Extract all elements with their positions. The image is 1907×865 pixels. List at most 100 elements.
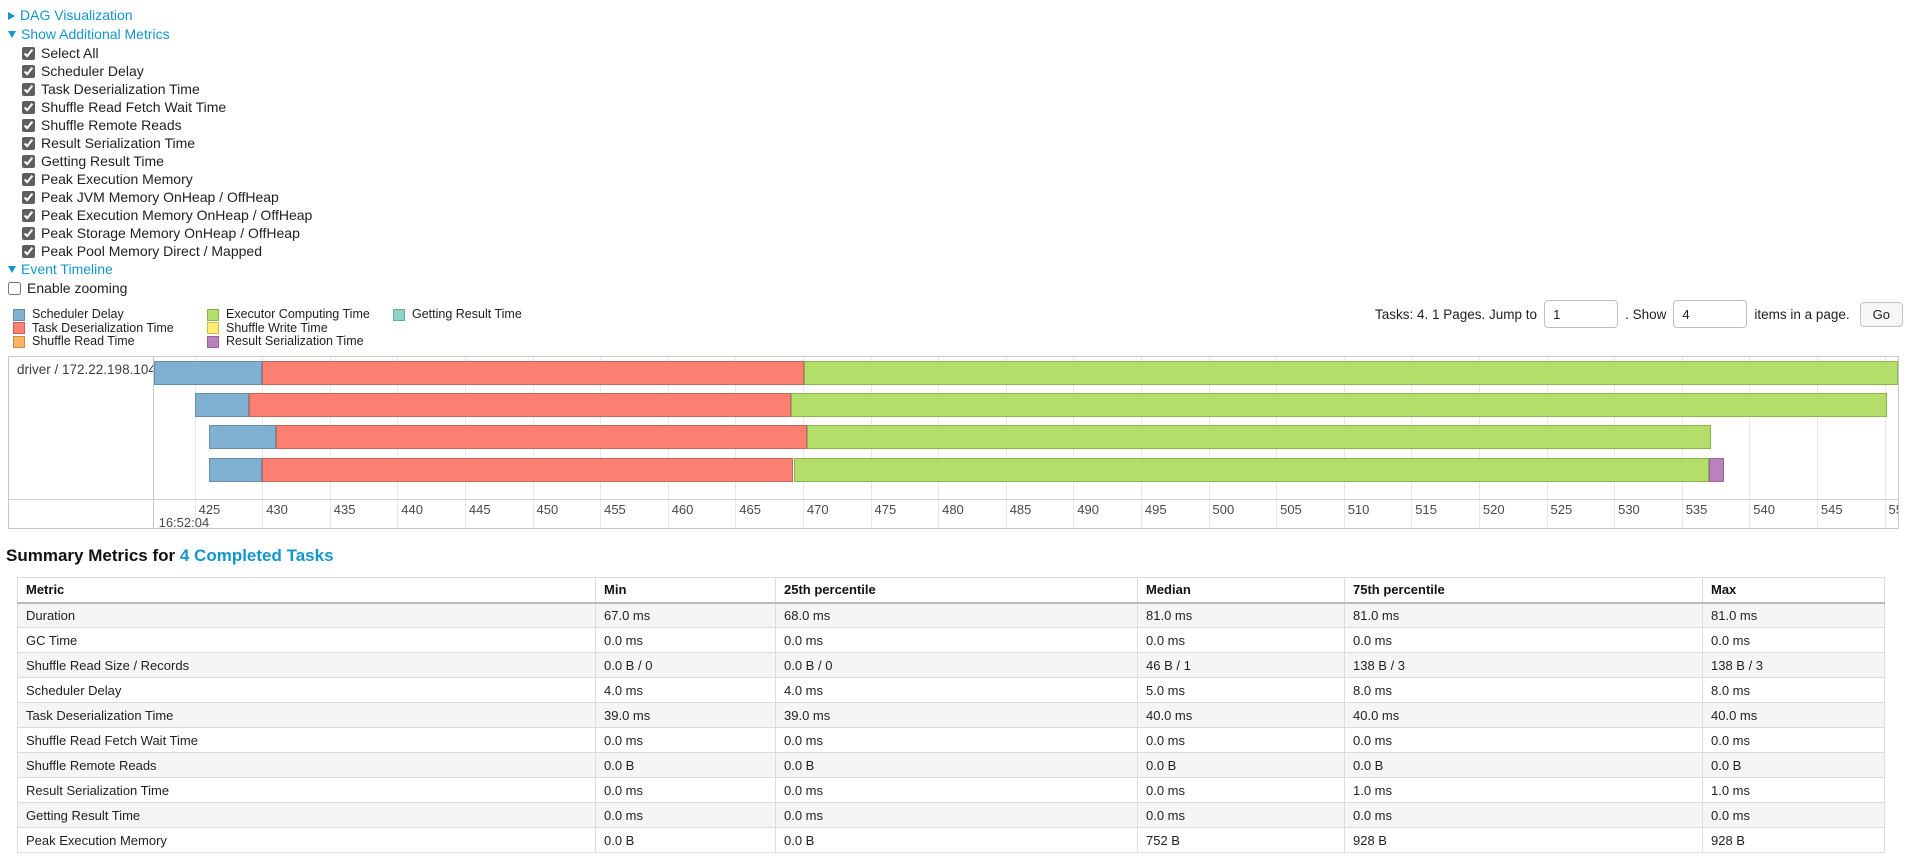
summary-table-header-row: Metric Min 25th percentile Median 75th perce… xyxy=(17,577,1885,604)
metric-checkbox[interactable] xyxy=(22,190,35,204)
collapsed-arrow-icon xyxy=(8,12,15,20)
timeline-tick-label: 460 xyxy=(671,502,694,517)
summary-table-cell: 0.0 ms xyxy=(1137,777,1345,803)
timeline-tick-label: 540 xyxy=(1753,502,1775,517)
timeline-tick-label: 520 xyxy=(1482,502,1505,517)
timeline-tick-label: 440 xyxy=(401,502,423,517)
items-per-page-input[interactable] xyxy=(1673,300,1748,328)
summary-table-row: Shuffle Remote Reads 0.0 B 0.0 B 0.0 B 0.0 B… xyxy=(17,752,1885,778)
metric-checkbox-row: Peak Execution Memory OnHeap / OffHeap xyxy=(22,206,1907,224)
metric-checkbox-label: Peak Execution Memory xyxy=(41,171,193,187)
summary-table-cell: 138 B / 3 xyxy=(1702,652,1885,678)
legend-swatch-icon xyxy=(393,308,405,321)
summary-table-cell: 0.0 ms xyxy=(775,727,1138,753)
summary-table-cell: 928 B xyxy=(1344,827,1703,853)
stage-controls: DAG Visualization Show Additional Metric… xyxy=(0,0,1907,297)
expanded-arrow-icon xyxy=(8,31,16,38)
completed-tasks-link[interactable]: 4 Completed Tasks xyxy=(179,546,334,565)
summary-table-row: Shuffle Read Size / Records 0.0 B / 0 0.0 … xyxy=(17,652,1885,678)
timeline-plot[interactable]: 425 430 435 440 445 450 455 460 465 470 475 480 485 4… xyxy=(154,357,1898,528)
timeline-task-segment-result-serialization-time[interactable] xyxy=(1708,458,1724,482)
metric-checkbox[interactable] xyxy=(22,154,35,168)
legend-label: Task Deserialization Time xyxy=(32,320,174,335)
summary-table-cell: GC Time xyxy=(17,627,596,653)
metric-checkbox-row: Shuffle Remote Reads xyxy=(22,116,1907,134)
timeline-tick-label: 470 xyxy=(806,502,829,517)
timeline-task-segment-task-deserialization-time[interactable] xyxy=(275,425,807,449)
metric-checkbox[interactable] xyxy=(22,118,35,132)
timeline-tick-label: 495 xyxy=(1144,502,1167,517)
show-additional-metrics-link[interactable]: Show Additional Metrics xyxy=(21,26,170,42)
summary-table-cell: 0.0 B xyxy=(595,752,776,778)
summary-column-header: Max xyxy=(1702,577,1885,604)
metric-checkbox[interactable] xyxy=(22,64,35,78)
timeline-tick-label: 500 xyxy=(1212,502,1235,517)
timeline-gridline xyxy=(1816,357,1818,528)
metric-checkbox[interactable] xyxy=(22,226,35,240)
summary-column-header: Min xyxy=(595,577,776,604)
summary-table-cell: 0.0 B / 0 xyxy=(595,652,776,678)
timeline-task-segment-scheduler-delay[interactable] xyxy=(154,361,263,385)
dag-visualization-toggle[interactable]: DAG Visualization xyxy=(8,6,1907,25)
event-timeline-link[interactable]: Event Timeline xyxy=(21,261,113,277)
summary-table-cell: 928 B xyxy=(1702,827,1885,853)
timeline-group-column: driver / 172.22.198.104 xyxy=(9,357,154,528)
metric-checkbox[interactable] xyxy=(22,208,35,222)
timeline-task-segment-executor-computing-time[interactable] xyxy=(793,458,1709,482)
timeline-task-segment-executor-computing-time[interactable] xyxy=(804,361,1898,385)
summary-metrics-table: Metric Min 25th percentile Median 75th perce… xyxy=(17,577,1885,853)
timeline-task-segment-scheduler-delay[interactable] xyxy=(194,393,249,417)
summary-table-cell: 81.0 ms xyxy=(1702,602,1885,628)
summary-table-cell: 40.0 ms xyxy=(1702,702,1885,728)
timeline-task-segment-executor-computing-time[interactable] xyxy=(807,425,1712,449)
summary-table-cell: 138 B / 3 xyxy=(1344,652,1703,678)
metric-checkbox[interactable] xyxy=(22,172,35,186)
timeline-task-segment-scheduler-delay[interactable] xyxy=(209,458,263,482)
summary-table-cell: 68.0 ms xyxy=(775,602,1138,628)
timeline-task-segment-executor-computing-time[interactable] xyxy=(790,393,1888,417)
summary-table-cell: 0.0 ms xyxy=(595,727,776,753)
metric-checkbox[interactable] xyxy=(22,46,35,60)
metric-checkbox[interactable] xyxy=(22,136,35,150)
timeline-tick-label: 535 xyxy=(1685,502,1708,517)
legend-swatch-icon xyxy=(13,322,25,335)
dag-visualization-link[interactable]: DAG Visualization xyxy=(20,7,133,23)
timeline-task-segment-scheduler-delay[interactable] xyxy=(209,425,276,449)
summary-table-cell: Peak Execution Memory xyxy=(17,827,596,853)
timeline-legend-band: Scheduler Delay Task Deserialization Time… xyxy=(0,300,1907,352)
summary-table-cell: Task Deserialization Time xyxy=(17,702,596,728)
summary-table-cell: 46 B / 1 xyxy=(1137,652,1345,678)
additional-metrics-checkbox-list: Select All Scheduler Delay Task Deserializ… xyxy=(8,44,1907,260)
timeline-tick-label: 510 xyxy=(1347,502,1370,517)
summary-table-cell: 1.0 ms xyxy=(1344,777,1703,803)
timeline-task-segment-task-deserialization-time[interactable] xyxy=(262,361,805,385)
summary-table-cell: 5.0 ms xyxy=(1137,677,1345,703)
show-additional-metrics-toggle[interactable]: Show Additional Metrics xyxy=(8,25,1907,44)
legend-label: Shuffle Read Time xyxy=(32,334,135,348)
metric-checkbox[interactable] xyxy=(22,100,35,114)
summary-table-cell: 0.0 ms xyxy=(1137,727,1345,753)
legend-item: Scheduler Delay xyxy=(13,307,191,322)
metric-checkbox[interactable] xyxy=(22,82,35,96)
go-button[interactable]: Go xyxy=(1859,301,1903,327)
summary-table-row: Peak Execution Memory 0.0 B 0.0 B 752 B 928 … xyxy=(17,827,1885,853)
timeline-tick-label: 435 xyxy=(333,502,356,517)
legend-label: Getting Result Time xyxy=(412,307,522,321)
summary-table-row: Task Deserialization Time 39.0 ms 39.0 ms 4… xyxy=(17,702,1885,728)
metric-checkbox[interactable] xyxy=(22,244,35,258)
summary-table-cell: 1.0 ms xyxy=(1702,777,1885,803)
metric-checkbox-row: Peak Pool Memory Direct / Mapped xyxy=(22,242,1907,260)
enable-zooming-checkbox[interactable] xyxy=(8,281,21,295)
timeline-task-segment-task-deserialization-time[interactable] xyxy=(262,458,794,482)
summary-table-cell: 0.0 ms xyxy=(1702,727,1885,753)
summary-table-cell: 0.0 B xyxy=(1702,752,1885,778)
summary-table-cell: 40.0 ms xyxy=(1344,702,1703,728)
metric-checkbox-row: Select All xyxy=(22,44,1907,62)
timeline-task-segment-task-deserialization-time[interactable] xyxy=(248,393,791,417)
summary-column-header: 75th percentile xyxy=(1344,577,1703,604)
jump-to-page-input[interactable] xyxy=(1544,300,1619,328)
timeline-tick-label: 485 xyxy=(1009,502,1032,517)
timeline-gridline xyxy=(194,357,196,528)
event-timeline-toggle[interactable]: Event Timeline xyxy=(8,260,1907,279)
timeline-tick-label: 475 xyxy=(874,502,897,517)
